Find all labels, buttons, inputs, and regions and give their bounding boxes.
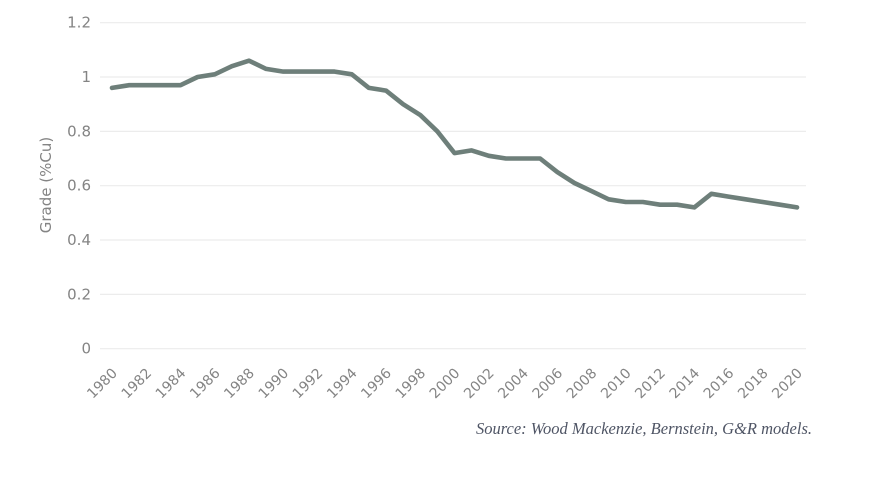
x-tick-label: 2014 <box>667 365 704 402</box>
x-tick-label: 2004 <box>495 365 532 402</box>
x-tick-label: 1984 <box>153 365 190 402</box>
x-tick-label: 2000 <box>427 366 464 403</box>
y-tick-label: 0.8 <box>67 122 91 140</box>
x-tick-label: 2016 <box>701 365 738 402</box>
grade-line-series <box>109 58 800 210</box>
x-tick-label: 2006 <box>530 365 567 402</box>
y-tick-label: 0.4 <box>67 231 91 249</box>
x-tick-label: 2010 <box>598 366 635 403</box>
y-tick-label: 1 <box>81 68 91 86</box>
x-tick-label: 2020 <box>769 366 806 403</box>
x-tick-label: 2012 <box>632 366 669 403</box>
source-note: Source: Wood Mackenzie, Bernstein, G&R m… <box>476 419 812 438</box>
x-tick-label: 1980 <box>84 366 121 403</box>
y-axis-tick-labels: 0 0.2 0.4 0.6 0.8 1 1.2 <box>67 14 91 358</box>
x-tick-label: 1996 <box>358 365 395 402</box>
y-tick-label: 0.6 <box>67 177 91 195</box>
y-tick-label: 0.2 <box>67 285 91 303</box>
x-axis-tick-labels: 1980198219841986198819901992199419961998… <box>84 365 806 402</box>
y-axis-title: Grade (%Cu) <box>37 137 55 233</box>
x-tick-label: 1994 <box>324 365 361 402</box>
gridlines <box>100 22 806 350</box>
x-tick-label: 1982 <box>119 366 156 403</box>
x-tick-label: 1990 <box>256 366 293 403</box>
x-tick-label: 1998 <box>393 366 430 403</box>
y-tick-label: 0 <box>81 340 91 358</box>
x-tick-label: 2008 <box>564 366 601 403</box>
x-tick-label: 1992 <box>290 366 327 403</box>
x-tick-label: 1988 <box>221 366 258 403</box>
x-tick-label: 2018 <box>735 366 772 403</box>
y-tick-label: 1.2 <box>67 14 91 32</box>
x-tick-label: 1986 <box>187 365 224 402</box>
x-tick-label: 2002 <box>461 366 498 403</box>
